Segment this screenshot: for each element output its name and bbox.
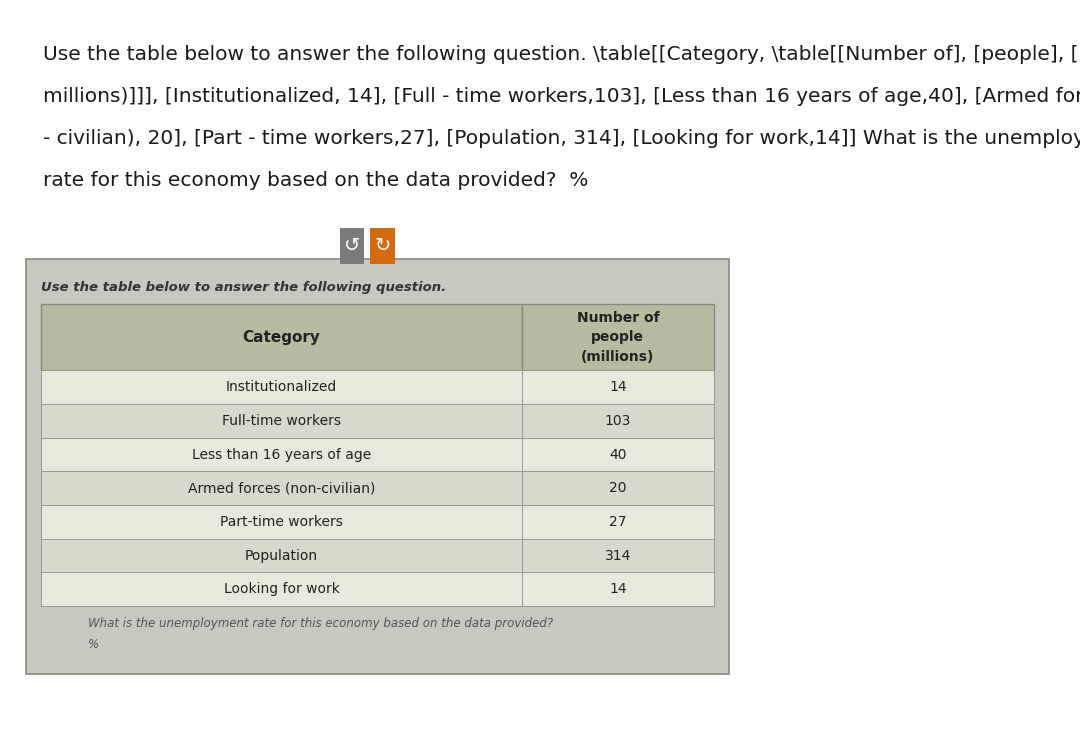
Text: Population: Population bbox=[245, 548, 319, 562]
Text: 314: 314 bbox=[605, 548, 631, 562]
Text: Use the table below to answer the following question.: Use the table below to answer the follow… bbox=[41, 281, 446, 294]
Text: What is the unemployment rate for this economy based on the data provided?: What is the unemployment rate for this e… bbox=[87, 618, 553, 631]
Bar bbox=[41, 370, 522, 404]
Text: 20: 20 bbox=[609, 481, 626, 495]
Text: Number of
people
(millions): Number of people (millions) bbox=[577, 311, 659, 364]
Text: 14: 14 bbox=[609, 381, 626, 394]
Text: Full-time workers: Full-time workers bbox=[222, 414, 341, 428]
Bar bbox=[522, 304, 714, 370]
Text: 103: 103 bbox=[605, 414, 631, 428]
Bar bbox=[522, 573, 714, 606]
Bar bbox=[522, 404, 714, 438]
Bar bbox=[41, 438, 522, 471]
Bar bbox=[522, 438, 714, 471]
Bar bbox=[26, 259, 729, 674]
Bar bbox=[41, 505, 522, 539]
Bar bbox=[41, 573, 522, 606]
Text: - civilian), 20], [Part - time workers,27], [Population, 314], [Looking for work: - civilian), 20], [Part - time workers,2… bbox=[42, 129, 1080, 148]
Text: 40: 40 bbox=[609, 447, 626, 461]
Text: Looking for work: Looking for work bbox=[224, 582, 339, 596]
Bar bbox=[522, 539, 714, 573]
Text: Use the table below to answer the following question. \table[[Category, \table[[: Use the table below to answer the follow… bbox=[42, 45, 1080, 64]
Bar bbox=[41, 471, 522, 505]
Bar bbox=[522, 471, 714, 505]
Text: Part-time workers: Part-time workers bbox=[220, 515, 343, 529]
Bar bbox=[522, 370, 714, 404]
Bar bbox=[41, 539, 522, 573]
Bar bbox=[370, 228, 394, 264]
Text: millions)]]], [Institutionalized, 14], [Full - time workers,103], [Less than 16 : millions)]]], [Institutionalized, 14], [… bbox=[42, 87, 1080, 106]
Text: Armed forces (non-civilian): Armed forces (non-civilian) bbox=[188, 481, 376, 495]
Bar bbox=[41, 304, 522, 370]
Bar bbox=[41, 404, 522, 438]
Text: 27: 27 bbox=[609, 515, 626, 529]
Text: rate for this economy based on the data provided?  %: rate for this economy based on the data … bbox=[42, 171, 588, 190]
Text: Category: Category bbox=[243, 330, 321, 344]
Bar bbox=[522, 505, 714, 539]
Text: 14: 14 bbox=[609, 582, 626, 596]
Text: ↻: ↻ bbox=[374, 236, 391, 255]
Bar bbox=[339, 228, 364, 264]
Text: %: % bbox=[87, 637, 99, 651]
Text: Less than 16 years of age: Less than 16 years of age bbox=[192, 447, 372, 461]
Text: Institutionalized: Institutionalized bbox=[226, 381, 337, 394]
Text: ↺: ↺ bbox=[343, 236, 361, 255]
